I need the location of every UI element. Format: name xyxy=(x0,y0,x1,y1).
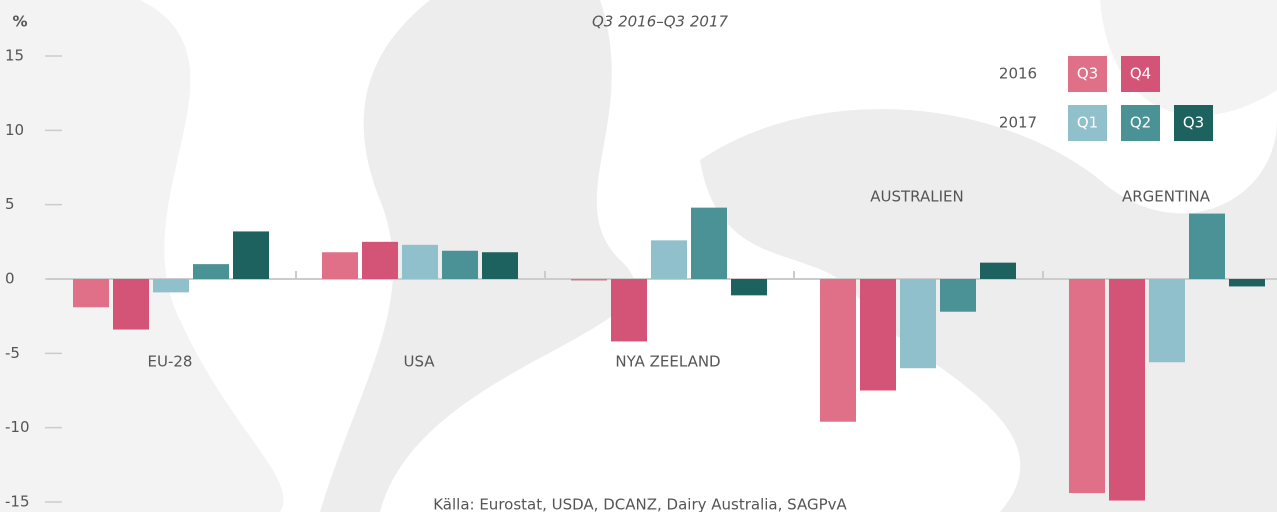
bar xyxy=(113,279,149,330)
bar xyxy=(611,279,647,342)
y-tick-label: 15 xyxy=(5,47,24,65)
legend-label: Q3 xyxy=(1183,114,1204,132)
legend-swatch xyxy=(1121,56,1160,92)
bar xyxy=(691,207,727,279)
source: Källa: Eurostat, USDA, DCANZ, Dairy Aust… xyxy=(433,496,847,512)
bar xyxy=(1229,279,1265,287)
y-tick-label: -10 xyxy=(5,418,30,436)
legend-label: Q4 xyxy=(1130,65,1151,83)
bar xyxy=(820,279,856,422)
legend-label: Q1 xyxy=(1077,114,1098,132)
bar xyxy=(482,252,518,279)
bar xyxy=(362,241,398,279)
category-label: EU-28 xyxy=(148,353,193,371)
category-label: ARGENTINA xyxy=(1122,188,1211,206)
bar xyxy=(571,279,607,281)
category-label: AUSTRALIEN xyxy=(870,188,963,206)
legend-swatch xyxy=(1068,56,1107,92)
bar xyxy=(980,262,1016,279)
legend-label: Q2 xyxy=(1130,114,1151,132)
bar xyxy=(233,231,269,279)
bar xyxy=(193,264,229,279)
y-axis-label: % xyxy=(12,13,27,31)
y-tick-label: 10 xyxy=(5,121,24,139)
bar xyxy=(442,250,478,279)
legend-swatch xyxy=(1174,105,1213,141)
bar xyxy=(1189,213,1225,279)
bar xyxy=(322,252,358,279)
bar xyxy=(651,240,687,279)
bar xyxy=(731,279,767,296)
legend-year: 2017 xyxy=(999,114,1037,132)
bar xyxy=(402,244,438,279)
legend-year: 2016 xyxy=(999,65,1037,83)
bar xyxy=(1069,279,1105,494)
bar xyxy=(900,279,936,369)
bar xyxy=(1109,279,1145,501)
legend-swatch xyxy=(1068,105,1107,141)
chart-subtitle: Q3 2016–Q3 2017 xyxy=(592,13,729,31)
legend-swatch xyxy=(1121,105,1160,141)
y-tick-label: 5 xyxy=(5,195,15,213)
y-tick-label: -15 xyxy=(5,493,30,511)
bar xyxy=(940,279,976,312)
bar xyxy=(860,279,896,391)
bar xyxy=(153,279,189,293)
bar xyxy=(73,279,109,308)
y-tick-label: 0 xyxy=(5,270,15,288)
category-label: USA xyxy=(403,353,435,371)
category-label: NYA ZEELAND xyxy=(615,353,720,371)
legend-label: Q3 xyxy=(1077,65,1098,83)
y-tick-label: -5 xyxy=(5,344,20,362)
bar xyxy=(1149,279,1185,363)
